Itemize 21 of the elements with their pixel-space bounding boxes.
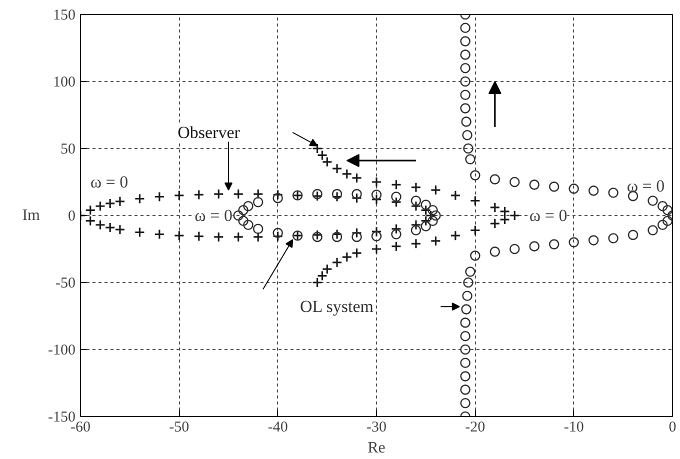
y-tick-label: 150 xyxy=(53,8,76,24)
text: Observer xyxy=(178,122,240,142)
y-tick-label: -50 xyxy=(56,276,76,292)
x-tick-label: -40 xyxy=(268,420,288,436)
annotation: ω = 0 xyxy=(626,176,665,196)
x-tick-label: -50 xyxy=(169,420,190,436)
annotation: ω = 0 xyxy=(194,206,232,225)
x-axis-title: Re xyxy=(368,440,386,456)
x-tick-label: -10 xyxy=(564,420,584,436)
annotation: ω = 0 xyxy=(90,172,128,192)
text: OL system xyxy=(300,297,374,316)
y-tick-label: 50 xyxy=(60,142,76,158)
y-tick-label: -150 xyxy=(48,410,76,426)
y-tick-label: -100 xyxy=(48,342,76,358)
x-tick-label: -20 xyxy=(465,420,486,436)
annotation: ω = 0 xyxy=(529,206,568,225)
y-tick-label: 0 xyxy=(68,208,76,224)
y-axis-title: Im xyxy=(22,207,41,224)
y-tick-label: 100 xyxy=(53,74,76,90)
x-tick-label: -30 xyxy=(366,420,386,436)
x-tick-label: 0 xyxy=(668,420,676,436)
